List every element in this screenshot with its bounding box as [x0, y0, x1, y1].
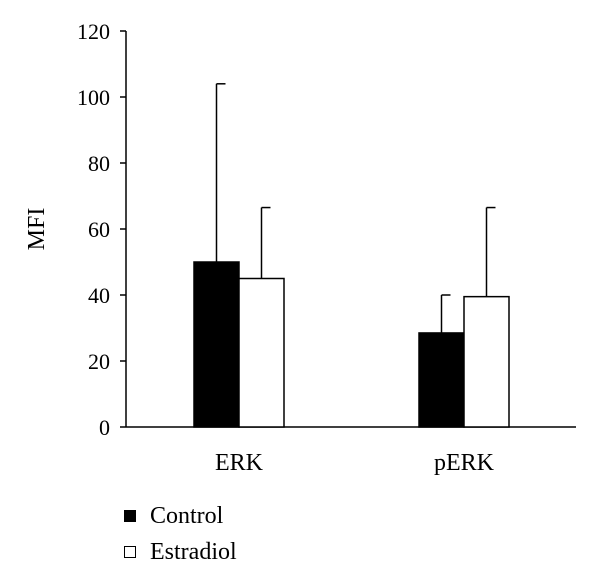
- bar-estradiol-perk: [463, 295, 510, 428]
- y-tick-label: 80: [88, 151, 110, 176]
- bars-group: [193, 261, 510, 428]
- error-bars-group: [215, 83, 496, 333]
- y-axis: 0 20 40 60 80 100 120: [77, 19, 127, 440]
- y-axis-label: MFI: [24, 208, 50, 251]
- legend-item-estradiol: Estradiol: [124, 534, 237, 570]
- y-tick-label: 60: [88, 217, 110, 242]
- bar-chart: 0 20 40 60 80 100 120 ERK pERK MFI: [24, 19, 576, 476]
- y-tick-label: 100: [77, 85, 110, 110]
- legend-swatch-control: [124, 510, 136, 522]
- legend-label-control: Control: [150, 503, 224, 529]
- bar-control-erk: [193, 261, 240, 428]
- legend-label-estradiol: Estradiol: [150, 539, 237, 565]
- bar-control-perk: [418, 332, 465, 428]
- x-tick-label: ERK: [215, 450, 264, 476]
- x-tick-label: pERK: [434, 450, 495, 476]
- legend-swatch-estradiol: [124, 546, 136, 558]
- y-tick-label: 40: [88, 283, 110, 308]
- legend-item-control: Control: [124, 498, 237, 534]
- x-axis: ERK pERK: [126, 426, 576, 476]
- bar-estradiol-erk: [238, 277, 285, 428]
- y-tick-label: 120: [77, 19, 110, 44]
- legend: Control Estradiol: [124, 498, 237, 570]
- y-tick-label: 20: [88, 349, 110, 374]
- y-tick-label: 0: [99, 415, 110, 440]
